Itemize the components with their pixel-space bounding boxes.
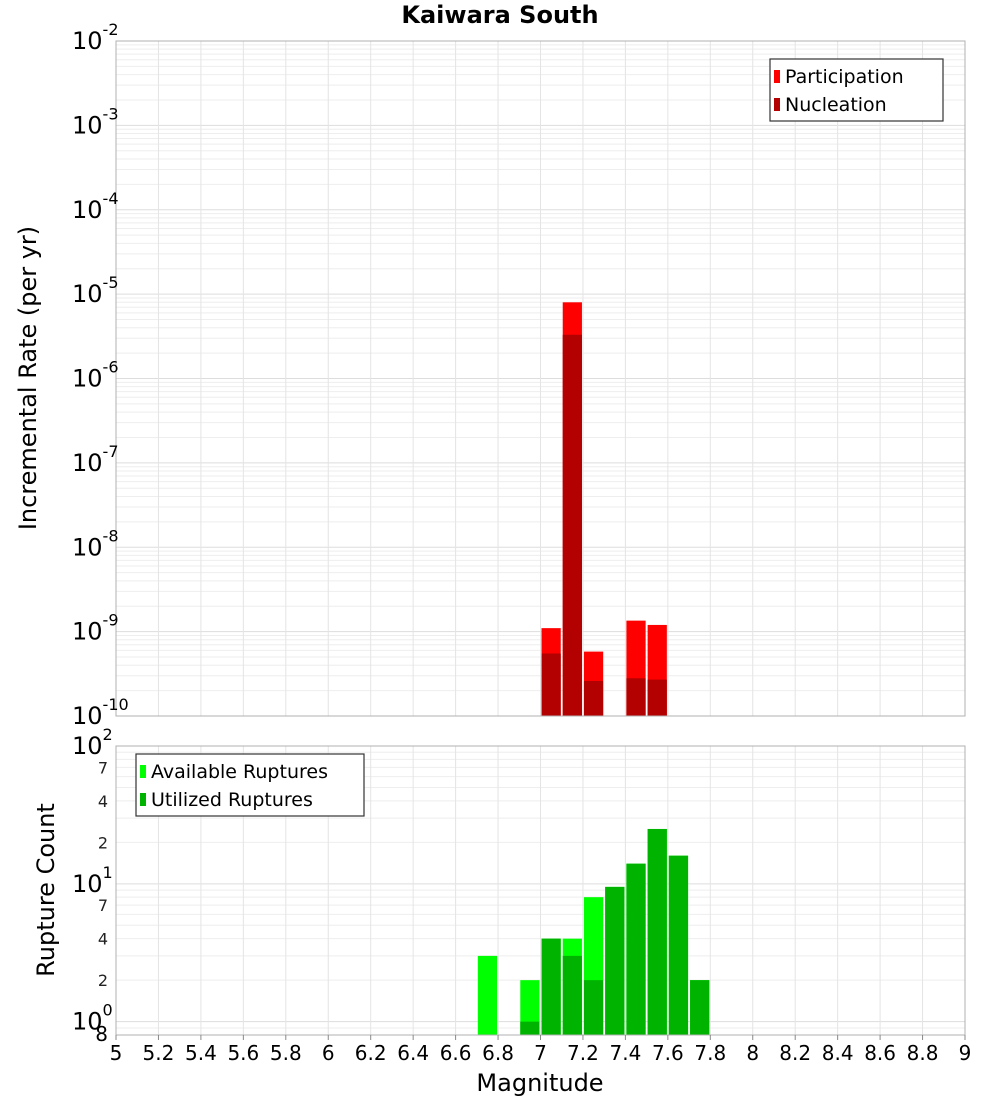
bar-utilized-ruptures	[605, 886, 625, 1035]
x-tick-label: 7.6	[652, 1041, 684, 1065]
bar-utilized-ruptures	[647, 828, 667, 1035]
y-minor-tick-label: 8	[95, 1022, 108, 1046]
x-tick-label: 9	[959, 1041, 972, 1065]
legend-entry: Utilized Ruptures	[151, 789, 313, 811]
y-tick-label: 10-6	[72, 358, 119, 393]
legend-swatch	[140, 765, 146, 778]
grid	[115, 745, 966, 1036]
legend-box	[769, 58, 944, 122]
x-tick-label: 7.2	[567, 1041, 599, 1065]
y-tick-labels: 10-10 10-9 10-8 10-7 10-6 10-5 10-4 10-3 10-2	[72, 20, 129, 730]
legend-entry: Nucleation	[785, 94, 887, 116]
x-tick-label: 5.6	[227, 1041, 259, 1065]
bar-nucleation	[562, 334, 582, 716]
bar-utilized-ruptures	[626, 863, 646, 1035]
bar-available-ruptures	[520, 980, 540, 1035]
x-tick-label: 6.4	[397, 1041, 429, 1065]
y-minor-tick-label: 2	[98, 833, 108, 852]
y-tick-label: 10-5	[72, 273, 119, 308]
legend-swatch	[774, 70, 780, 83]
x-tick-label: 8.2	[779, 1041, 811, 1065]
y-minor-tick-label: 2	[98, 971, 108, 990]
x-tick-label: 7.4	[609, 1041, 641, 1065]
bar-nucleation	[626, 678, 646, 716]
y-tick-label: 10-4	[72, 189, 119, 224]
bar-utilized-ruptures	[520, 1021, 540, 1035]
x-axis-label: Magnitude	[476, 1069, 603, 1097]
x-tick-label: 5.4	[185, 1041, 217, 1065]
y-axis-label: Rupture Count	[32, 803, 60, 977]
x-tick-label: 6.2	[355, 1041, 387, 1065]
legend-entry: Available Ruptures	[151, 761, 328, 783]
legend: Available Ruptures Utilized Ruptures	[135, 753, 365, 817]
y-minor-tick-label: 7	[98, 758, 108, 777]
bar-utilized-ruptures	[583, 980, 604, 1035]
legend: Participation Nucleation	[769, 58, 944, 122]
x-tick-label: 8.4	[822, 1041, 854, 1065]
bar-nucleation	[541, 653, 561, 716]
x-axis: 5 5.2 5.4 5.6 5.8 6 6.2 6.4 6.6 6.8 7 7.2 7.4 7.6 7.8 8…	[110, 1035, 972, 1065]
plot-frame	[115, 40, 966, 717]
bar-available-ruptures	[477, 955, 498, 1035]
y-tick-label: 102	[72, 725, 113, 760]
x-tick-label: 6	[322, 1041, 335, 1065]
y-tick-label: 10-2	[72, 20, 119, 55]
y-tick-label: 10-10	[72, 695, 129, 730]
bar-nucleation	[583, 680, 604, 716]
y-minor-tick-label: 4	[98, 930, 108, 949]
x-tick-label: 6.6	[440, 1041, 472, 1065]
y-tick-label: 10-9	[72, 611, 119, 646]
bars	[541, 302, 667, 716]
bar-nucleation	[647, 679, 667, 716]
y-tick-label: 100	[72, 1001, 113, 1036]
bar-utilized-ruptures	[541, 938, 561, 1035]
x-tick-label: 5.8	[270, 1041, 302, 1065]
bar-utilized-ruptures	[562, 955, 582, 1035]
y-tick-labels: 100 101 102 8 2 4 7 2 4 7	[72, 725, 113, 1046]
legend-box	[135, 753, 365, 817]
y-tick-label: 10-8	[72, 526, 119, 561]
chart-title: Kaiwara South	[401, 1, 598, 29]
y-tick-label: 10-3	[72, 104, 119, 139]
x-tick-label: 8.6	[864, 1041, 896, 1065]
x-tick-label: 5	[110, 1041, 123, 1065]
count-panel: 100 101 102 8 2 4 7 2 4 7 Rupture Count Available R…	[32, 725, 966, 1046]
grid	[115, 40, 966, 717]
rate-panel: 10-10 10-9 10-8 10-7 10-6 10-5 10-4 10-3 10-2 Inc…	[14, 20, 966, 730]
legend-entry: Participation	[785, 66, 904, 88]
x-tick-label: 7	[534, 1041, 547, 1065]
bar-utilized-ruptures	[668, 855, 689, 1035]
x-tick-label: 8.8	[907, 1041, 939, 1065]
y-tick-label: 101	[72, 863, 113, 898]
x-tick-label: 8	[746, 1041, 759, 1065]
y-axis-label: Incremental Rate (per yr)	[14, 226, 42, 530]
legend-swatch	[774, 98, 780, 111]
x-tick-label: 6.8	[482, 1041, 514, 1065]
x-tick-label: 7.8	[694, 1041, 726, 1065]
x-tick-label: 5.2	[143, 1041, 175, 1065]
bars	[477, 828, 710, 1035]
bar-utilized-ruptures	[690, 980, 710, 1035]
y-minor-tick-label: 7	[98, 896, 108, 915]
legend-swatch	[140, 793, 146, 806]
y-minor-tick-label: 4	[98, 792, 108, 811]
y-tick-label: 10-7	[72, 442, 119, 477]
